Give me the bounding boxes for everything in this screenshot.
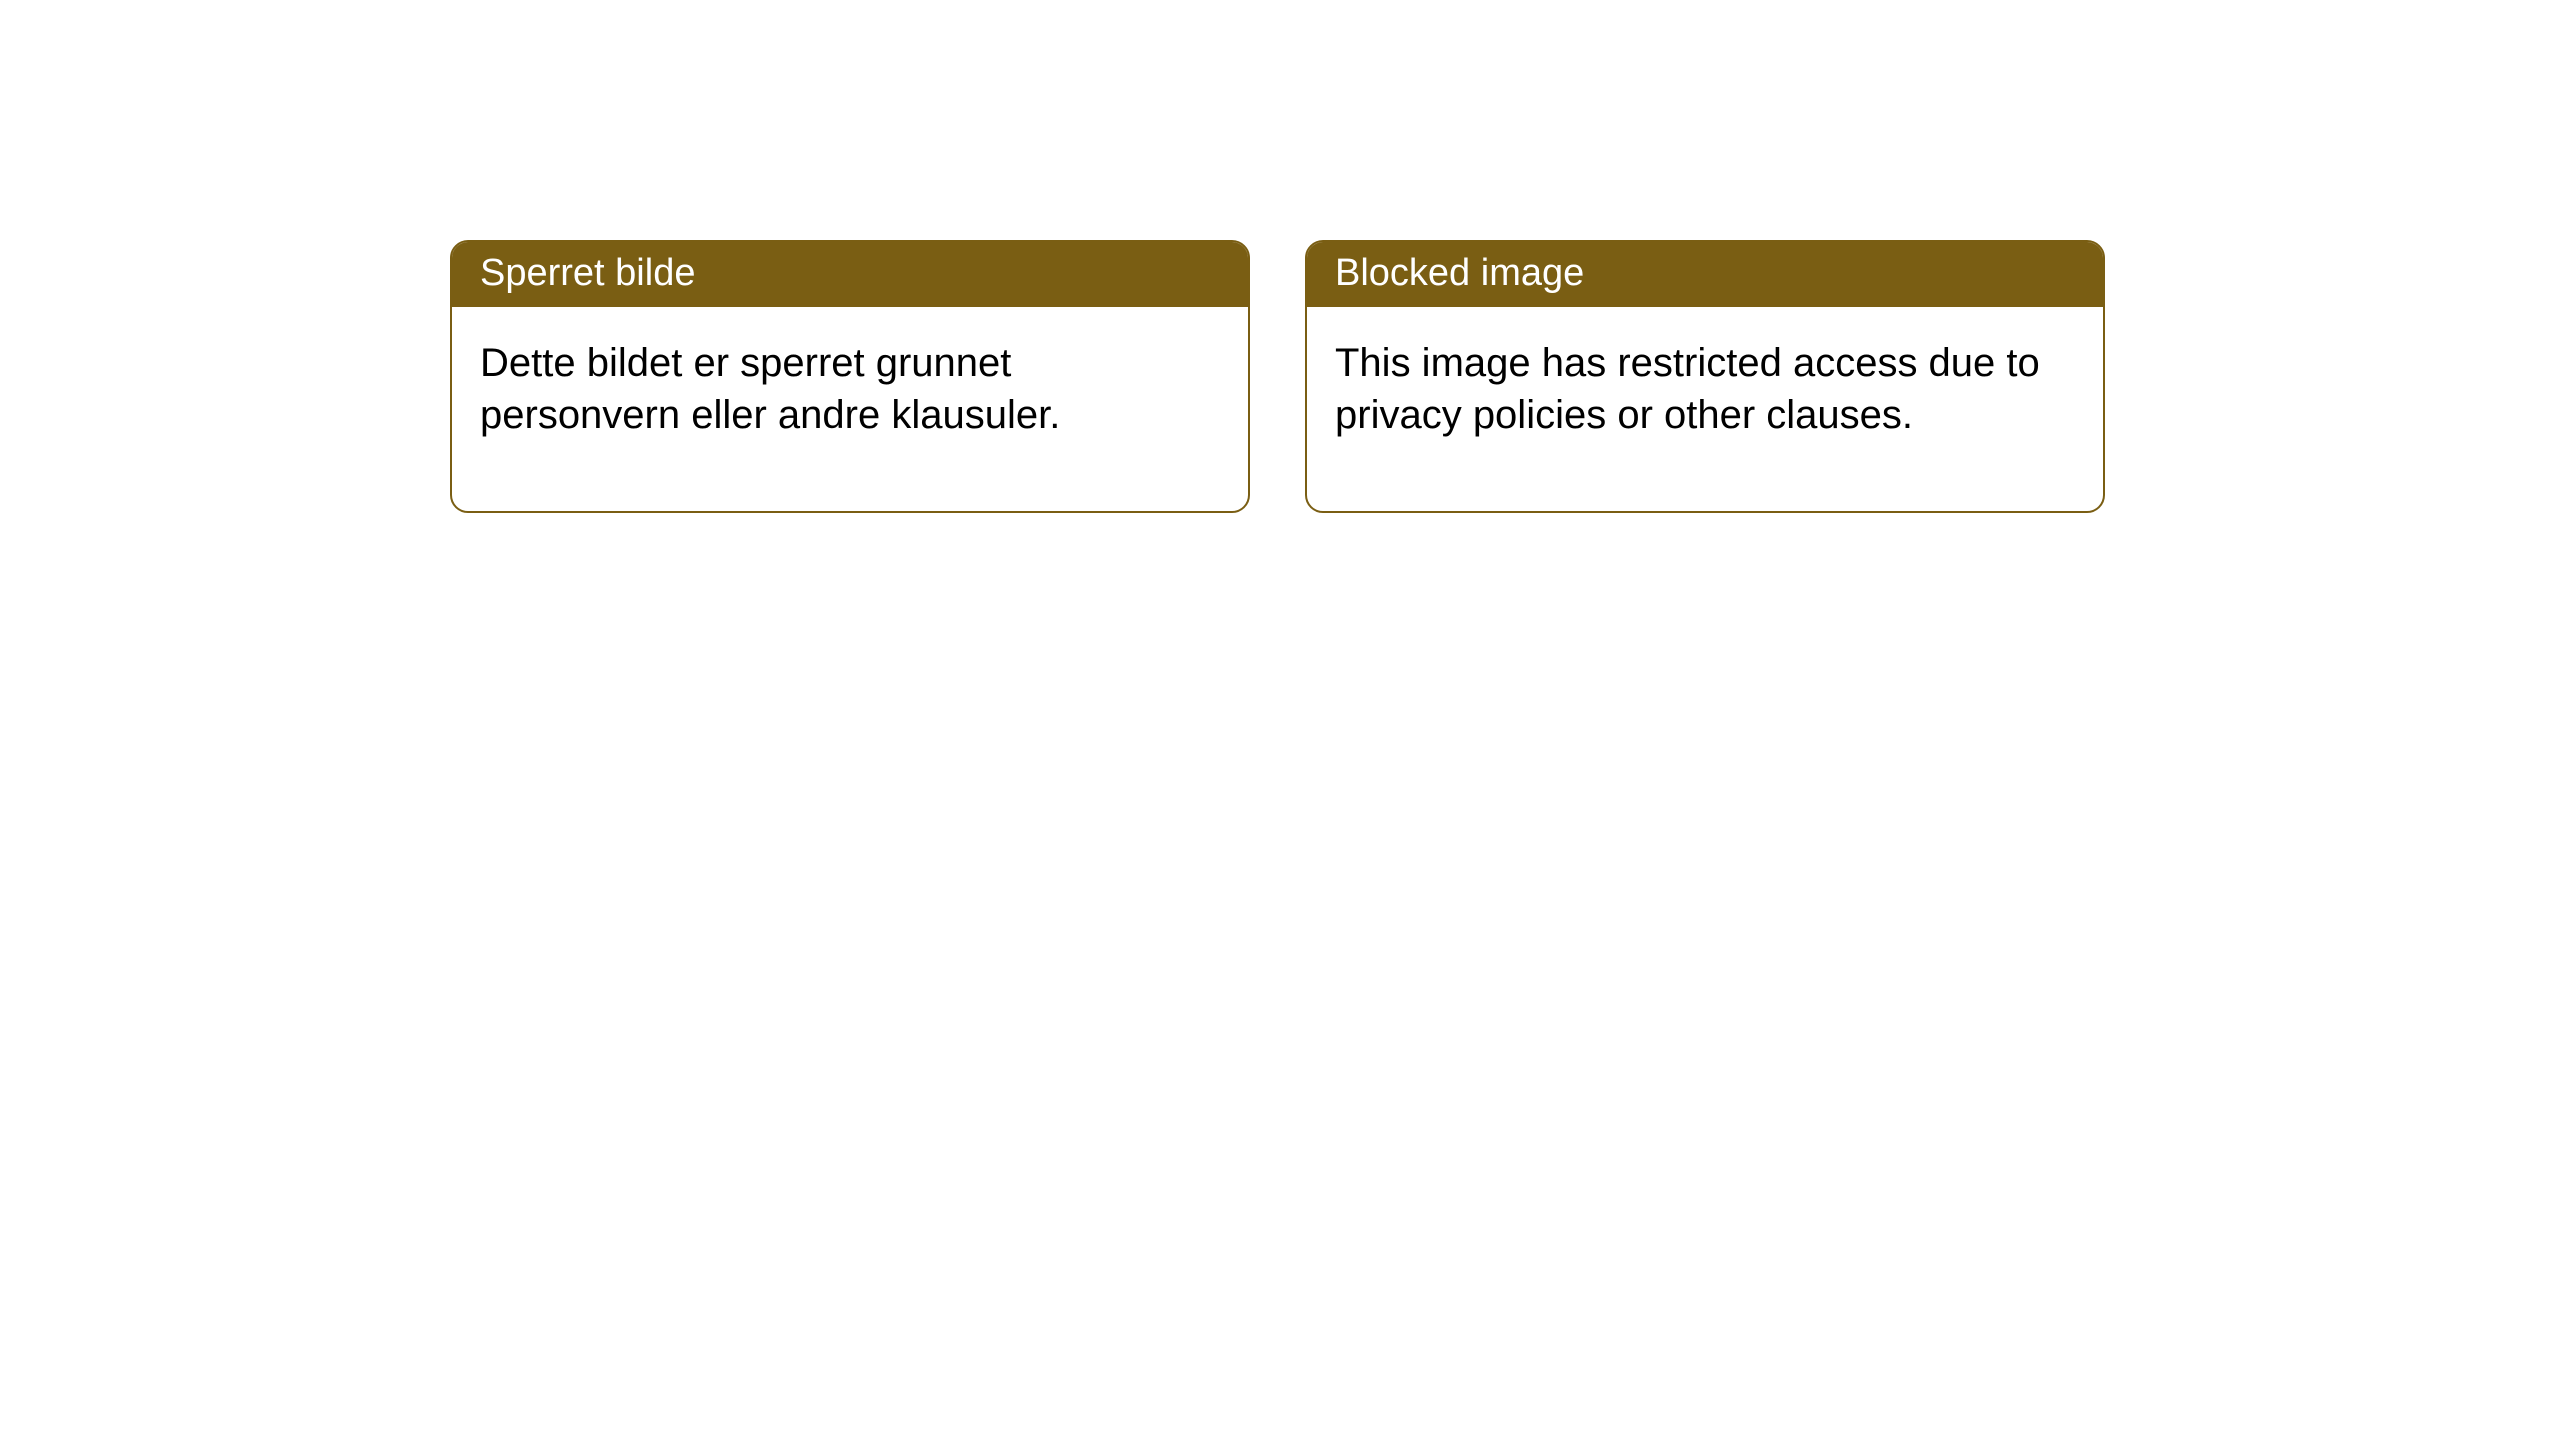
card-title-english: Blocked image [1307,242,2103,307]
card-title-norwegian: Sperret bilde [452,242,1248,307]
card-body-english: This image has restricted access due to … [1307,307,2103,511]
notice-container: Sperret bilde Dette bildet er sperret gr… [0,0,2560,513]
blocked-image-card-norwegian: Sperret bilde Dette bildet er sperret gr… [450,240,1250,513]
card-body-norwegian: Dette bildet er sperret grunnet personve… [452,307,1248,511]
blocked-image-card-english: Blocked image This image has restricted … [1305,240,2105,513]
